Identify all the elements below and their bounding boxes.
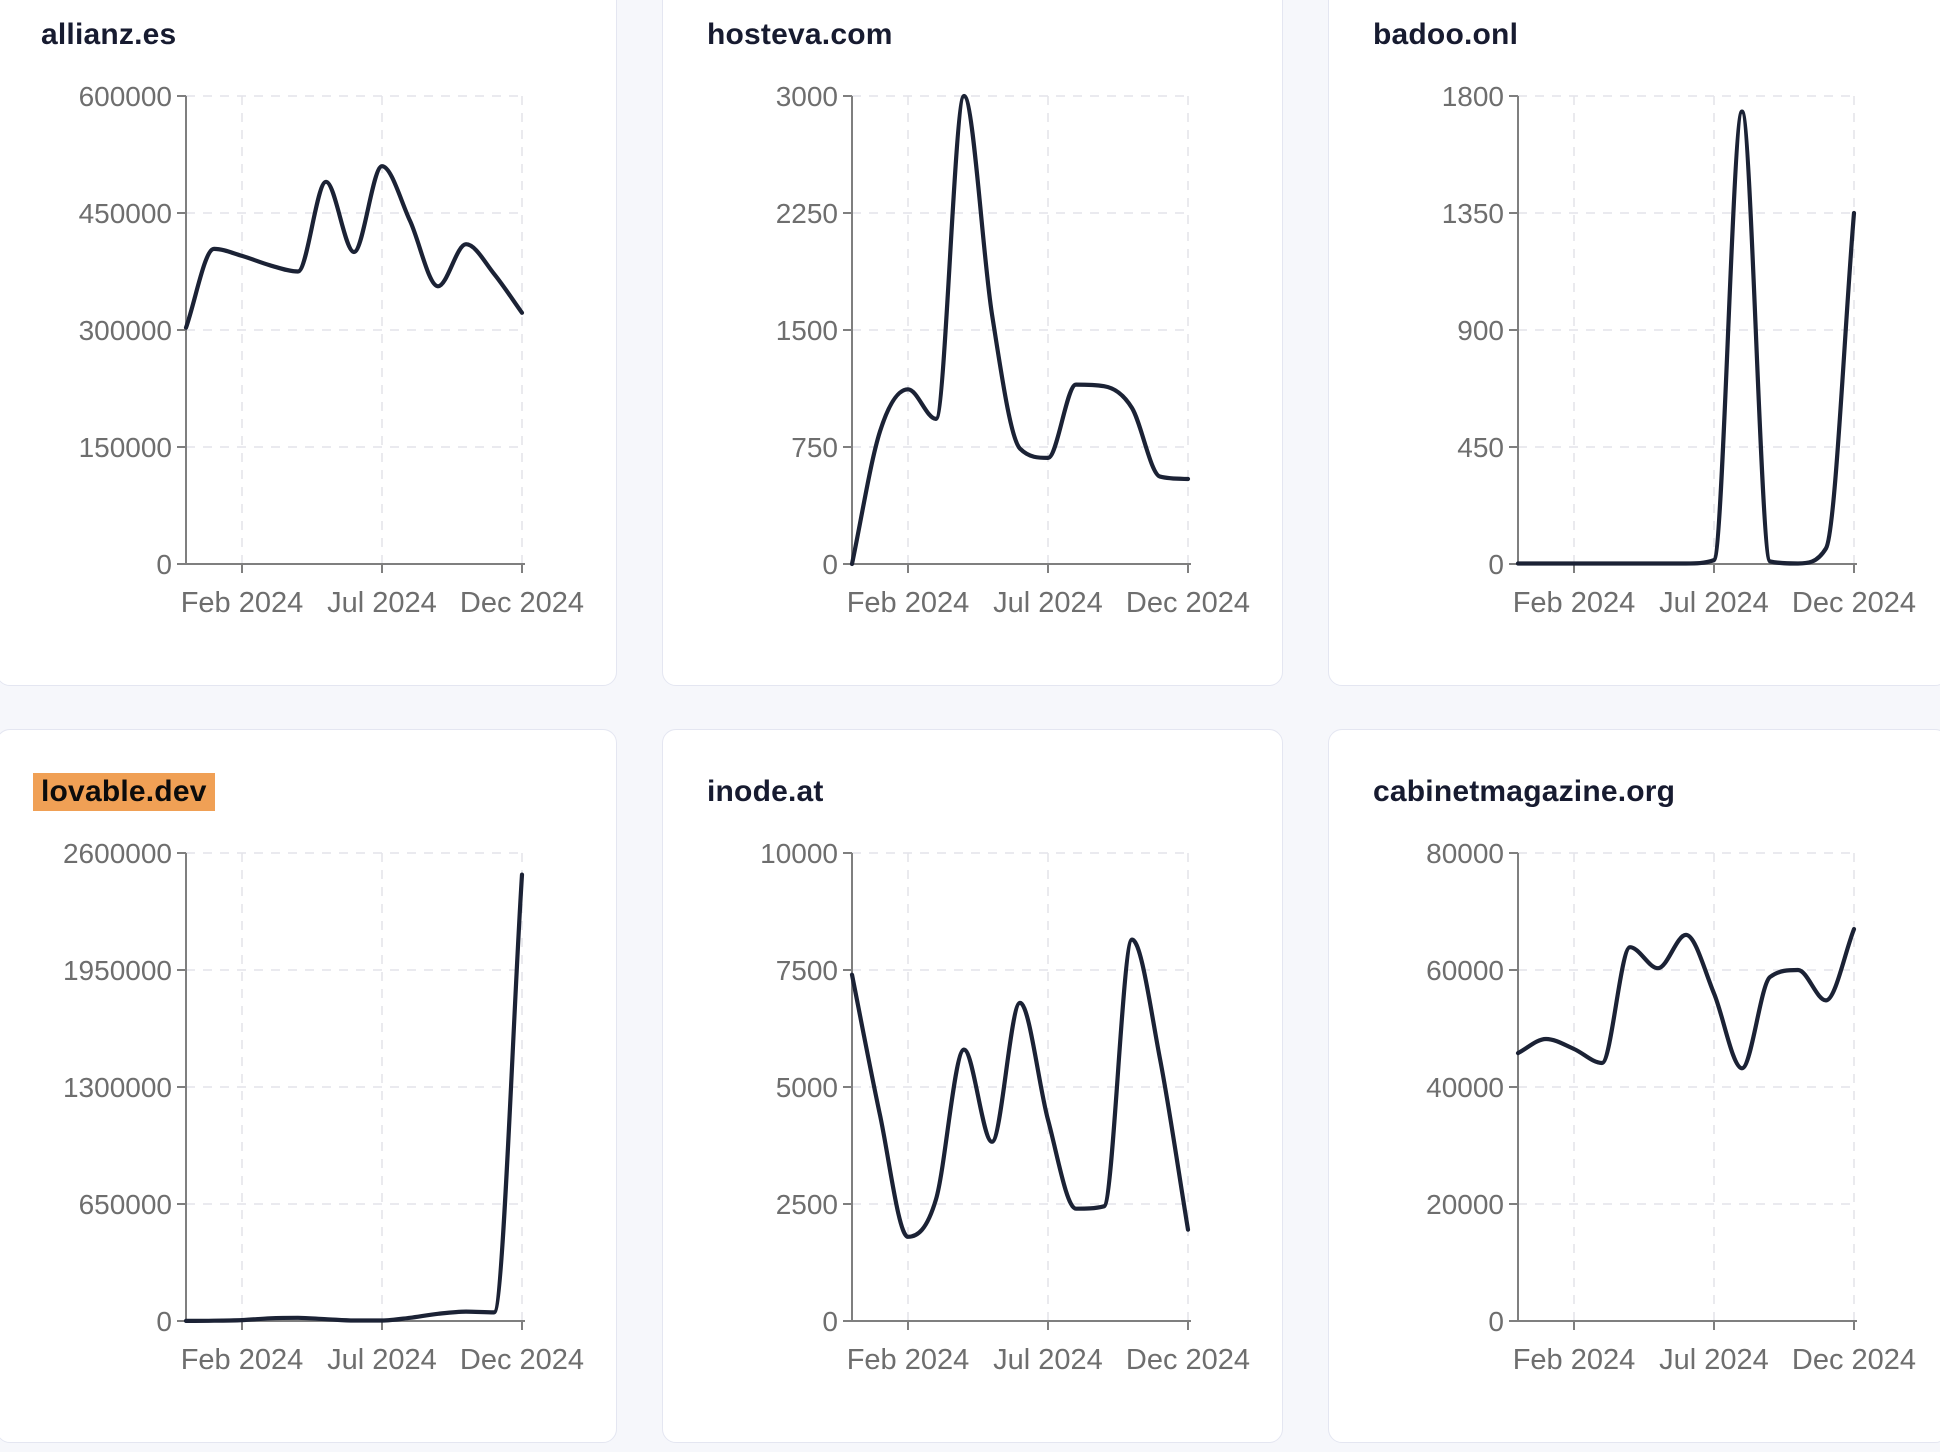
domain-title: allianz.es <box>41 18 177 51</box>
trend-line <box>1515 927 1857 1071</box>
y-tick-label: 0 <box>1488 549 1504 580</box>
y-tick-label: 150000 <box>79 432 172 463</box>
trend-line-chart: 0 650000 1300000 1950000 2600000 Feb 2024 Jul … <box>63 838 584 1376</box>
x-tick-label: Feb 2024 <box>1513 1344 1636 1376</box>
domain-card-hosteva-com[interactable]: hosteva.com 0 750 1500 2250 3000 Feb 2024 Jul … <box>662 0 1283 686</box>
y-tick-label: 450 <box>1457 432 1504 463</box>
x-tick-label: Jul 2024 <box>327 1344 437 1376</box>
y-tick-label: 0 <box>822 1306 838 1337</box>
y-tick-label: 40000 <box>1426 1072 1504 1103</box>
trend-line-chart: 0 2500 5000 7500 10000 Feb 2024 Jul 2024 Dec 20… <box>760 838 1250 1376</box>
trend-line-chart: 0 750 1500 2250 3000 Feb 2024 Jul 2024 Dec 2024 <box>776 81 1250 619</box>
domain-card-allianz-es[interactable]: allianz.es 0 150000 300000 450000 600000 Feb … <box>0 0 617 686</box>
trend-line-chart: 0 450 900 1350 1800 Feb 2024 Jul 2024 Dec 2024 <box>1442 81 1916 619</box>
y-tick-label: 2500 <box>776 1189 838 1220</box>
x-tick-label: Feb 2024 <box>847 1344 970 1376</box>
y-tick-label: 2250 <box>776 198 838 229</box>
y-tick-label: 60000 <box>1426 955 1504 986</box>
domain-card-lovable-dev[interactable]: lovable.dev 0 650000 1300000 1950000 2600000… <box>0 729 617 1443</box>
y-tick-label: 1350 <box>1442 198 1504 229</box>
trend-line <box>1515 109 1857 566</box>
y-tick-label: 1500 <box>776 315 838 346</box>
x-tick-label: Jul 2024 <box>1659 587 1769 619</box>
y-tick-label: 7500 <box>776 955 838 986</box>
x-tick-label: Feb 2024 <box>181 1344 304 1376</box>
trend-line-chart: 0 150000 300000 450000 600000 Feb 2024 Jul 202… <box>79 81 585 619</box>
x-tick-label: Dec 2024 <box>1792 1344 1916 1376</box>
y-tick-label: 300000 <box>79 315 172 346</box>
trend-line <box>183 872 525 1323</box>
x-tick-label: Dec 2024 <box>460 587 584 619</box>
y-tick-label: 900 <box>1457 315 1504 346</box>
y-tick-label: 650000 <box>79 1189 172 1220</box>
x-tick-label: Dec 2024 <box>460 1344 584 1376</box>
x-tick-label: Jul 2024 <box>1659 1344 1769 1376</box>
y-tick-label: 20000 <box>1426 1189 1504 1220</box>
trend-line <box>849 937 1191 1239</box>
x-tick-label: Feb 2024 <box>1513 587 1636 619</box>
trend-line <box>183 164 525 330</box>
y-tick-label: 0 <box>156 1306 172 1337</box>
domain-card-badoo-onl[interactable]: badoo.onl 0 450 900 1350 1800 Feb 2024 Jul 202… <box>1328 0 1940 686</box>
trend-line-chart: 0 20000 40000 60000 80000 Feb 2024 Jul 2024 Dec… <box>1426 838 1916 1376</box>
x-tick-label: Feb 2024 <box>181 587 304 619</box>
x-tick-label: Dec 2024 <box>1126 587 1250 619</box>
trend-line <box>849 93 1191 567</box>
y-tick-label: 80000 <box>1426 838 1504 869</box>
y-tick-label: 450000 <box>79 198 172 229</box>
y-tick-label: 600000 <box>79 81 172 112</box>
y-tick-label: 750 <box>791 432 838 463</box>
x-tick-label: Jul 2024 <box>993 587 1103 619</box>
y-tick-label: 3000 <box>776 81 838 112</box>
x-tick-label: Jul 2024 <box>993 1344 1103 1376</box>
x-tick-label: Feb 2024 <box>847 587 970 619</box>
y-tick-label: 0 <box>822 549 838 580</box>
y-tick-label: 1800 <box>1442 81 1504 112</box>
domain-card-cabinetmagazine-org[interactable]: cabinetmagazine.org 0 20000 40000 60000 8000… <box>1328 729 1940 1443</box>
domain-title: inode.at <box>707 775 824 808</box>
y-tick-label: 1950000 <box>63 955 172 986</box>
y-tick-label: 0 <box>156 549 172 580</box>
domain-title: badoo.onl <box>1373 18 1519 51</box>
domain-title: cabinetmagazine.org <box>1373 775 1676 808</box>
x-tick-label: Dec 2024 <box>1126 1344 1250 1376</box>
x-tick-label: Jul 2024 <box>327 587 437 619</box>
y-tick-label: 10000 <box>760 838 838 869</box>
y-tick-label: 5000 <box>776 1072 838 1103</box>
y-tick-label: 2600000 <box>63 838 172 869</box>
domain-title-highlighted: lovable.dev <box>33 773 215 811</box>
y-tick-label: 1300000 <box>63 1072 172 1103</box>
y-tick-label: 0 <box>1488 1306 1504 1337</box>
domain-title: hosteva.com <box>707 18 893 51</box>
domain-card-inode-at[interactable]: inode.at 0 2500 5000 7500 10000 Feb 2024 Jul 2… <box>662 729 1283 1443</box>
x-tick-label: Dec 2024 <box>1792 587 1916 619</box>
